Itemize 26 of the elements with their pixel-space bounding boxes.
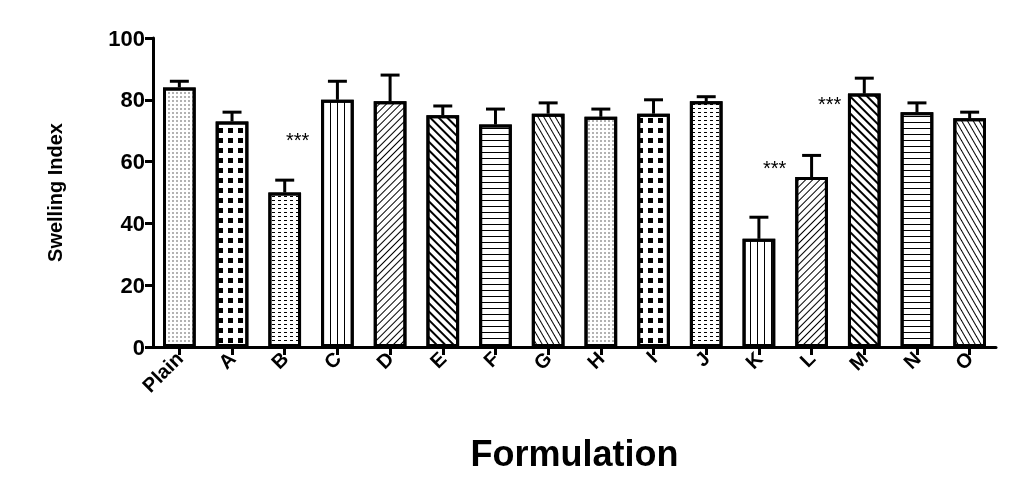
annotation: *** bbox=[286, 129, 310, 151]
x-tick-label: M bbox=[844, 347, 873, 375]
annotation: *** bbox=[763, 157, 787, 179]
y-tick-label: 20 bbox=[120, 272, 145, 298]
y-tick-label: 80 bbox=[120, 87, 145, 113]
x-tick-label: N bbox=[898, 347, 925, 373]
x-tick-label: D bbox=[372, 347, 398, 373]
x-tick-label: F bbox=[479, 347, 504, 372]
y-tick-label: 0 bbox=[132, 334, 145, 360]
x-tick-label: G bbox=[529, 347, 556, 374]
y-tick-label: 40 bbox=[120, 210, 145, 236]
x-tick-label: C bbox=[319, 347, 346, 373]
x-tick-label: K bbox=[740, 346, 768, 373]
y-tick-label: 100 bbox=[108, 25, 145, 51]
x-tick-label: H bbox=[582, 347, 609, 373]
x-tick-label: A bbox=[214, 347, 240, 373]
annotation: *** bbox=[818, 93, 842, 115]
y-axis-title: Swelling Index bbox=[44, 123, 66, 262]
x-tick-label: E bbox=[425, 347, 451, 373]
x-tick-label: B bbox=[266, 347, 293, 373]
x-tick-label: J bbox=[690, 347, 714, 371]
y-tick-label: 60 bbox=[120, 149, 145, 175]
x-tick-label: L bbox=[795, 347, 820, 372]
x-axis-title: Formulation bbox=[470, 432, 679, 474]
x-tick-label: I bbox=[641, 347, 662, 367]
x-tick-label: O bbox=[950, 347, 978, 374]
